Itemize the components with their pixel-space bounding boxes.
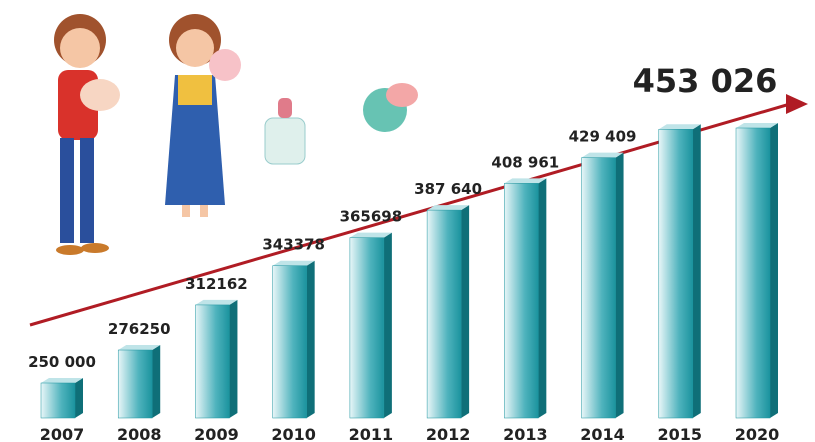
bar-top [195, 299, 238, 305]
x-tick-label: 2012 [426, 425, 471, 442]
bar-top [427, 205, 470, 211]
x-tick-label: 2010 [271, 425, 316, 442]
bar [504, 183, 539, 419]
bar-top [349, 232, 392, 238]
value-label: 453 026 [633, 62, 778, 100]
x-tick-label: 2011 [349, 425, 394, 442]
x-tick-label: 2008 [117, 425, 162, 442]
bar [349, 237, 385, 419]
value-label: 276250 [108, 320, 171, 338]
bar-top [41, 378, 83, 383]
bar-top [272, 260, 315, 266]
bar [117, 349, 153, 419]
bar-side [692, 124, 701, 419]
bar [195, 304, 230, 419]
value-label: 387 640 [414, 180, 482, 198]
x-tick-label: 2014 [580, 425, 625, 442]
x-tick-label: 2020 [735, 425, 780, 442]
bar [581, 157, 616, 419]
bar [426, 209, 462, 419]
bar [735, 127, 771, 419]
bar-side [461, 205, 470, 418]
bar-side [538, 178, 547, 418]
x-tick-label: 2013 [503, 425, 548, 442]
value-label: 365698 [340, 208, 403, 226]
value-label: 408 961 [491, 153, 559, 171]
x-tick-label: 2009 [194, 425, 239, 442]
bar [40, 382, 76, 419]
value-label: 312162 [185, 275, 248, 293]
bar-side [306, 260, 315, 418]
x-tick-label: 2007 [40, 425, 85, 442]
bar-top [504, 178, 547, 184]
bar-top [581, 152, 624, 158]
bar-side [383, 232, 392, 418]
bar-side [615, 152, 624, 418]
value-label: 250 000 [28, 353, 96, 371]
bar-side [770, 123, 778, 418]
illustration [54, 14, 418, 255]
bar [272, 265, 307, 419]
bar-top [118, 345, 161, 351]
bar-side [75, 378, 83, 418]
bar-top [658, 124, 701, 130]
value-label: 429 409 [569, 128, 637, 146]
bar-side [152, 345, 161, 418]
bar [658, 129, 694, 419]
bar-top [736, 123, 778, 128]
value-label: 343378 [262, 236, 325, 254]
x-tick-label: 2015 [658, 425, 703, 442]
bar-side [229, 299, 238, 418]
